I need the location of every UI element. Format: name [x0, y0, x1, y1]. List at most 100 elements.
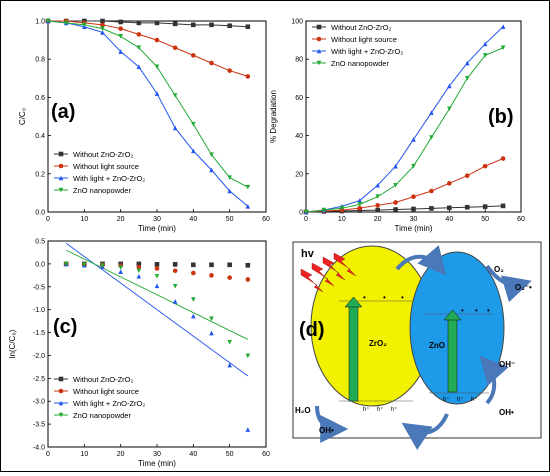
- fit-line: [65, 249, 249, 340]
- data-point: [154, 262, 160, 267]
- data-point: [357, 202, 363, 207]
- data-point: [136, 273, 142, 279]
- x-tick-label: 30: [410, 216, 418, 223]
- data-point: [393, 200, 398, 205]
- zno-label: ZnO: [429, 341, 445, 350]
- data-point: [191, 148, 196, 154]
- series-line: [305, 26, 504, 213]
- data-point: [500, 203, 506, 209]
- data-point: [172, 21, 178, 27]
- y-tick-label: 0: [299, 210, 303, 217]
- data-point: [303, 209, 309, 215]
- panel-d-label: (d): [299, 319, 325, 341]
- data-point: [227, 68, 232, 73]
- data-point: [209, 330, 214, 336]
- series-line: [47, 20, 249, 188]
- data-point: [154, 20, 160, 26]
- y-tick-label: -0.5: [33, 284, 45, 291]
- zro2-excitation-arrowhead: [344, 296, 363, 308]
- data-point: [209, 167, 214, 173]
- data-point: [227, 175, 232, 180]
- data-point: [500, 156, 506, 161]
- y-tick-label: 0.0: [35, 210, 45, 217]
- data-point: [154, 273, 160, 279]
- data-point: [136, 261, 142, 267]
- series-line: [48, 20, 248, 28]
- data-point: [172, 93, 178, 98]
- data-point: [118, 26, 123, 31]
- data-point: [191, 53, 196, 58]
- hole-label: h⁺: [377, 406, 384, 413]
- data-point: [191, 297, 196, 302]
- data-point: [227, 23, 232, 29]
- y-tick-label: 80: [295, 57, 303, 64]
- data-point: [209, 316, 214, 322]
- x-tick-label: 50: [226, 451, 234, 458]
- legend-marker: [58, 175, 64, 181]
- data-point: [393, 182, 398, 188]
- x-tick-label: 10: [80, 216, 88, 223]
- data-point: [375, 182, 380, 188]
- data-point: [447, 83, 452, 89]
- data-point: [118, 49, 123, 54]
- data-point: [482, 163, 488, 169]
- legend-label: With light + ZnO-ZrO₂: [73, 174, 145, 183]
- data-point: [118, 269, 123, 274]
- x-tick-label: 60: [517, 216, 525, 223]
- o2-label: O₂: [494, 265, 504, 274]
- data-point: [100, 18, 105, 24]
- zno-excitation-arrow: [447, 318, 458, 393]
- data-point: [321, 207, 327, 213]
- electron-mark: •: [363, 293, 366, 302]
- series-line: [305, 47, 504, 213]
- data-point: [375, 203, 380, 208]
- data-point: [209, 22, 214, 28]
- x-tick-label: 40: [445, 216, 453, 223]
- legend-label: ZnO nanopowder: [73, 411, 131, 420]
- hole-label: h⁺: [457, 396, 464, 403]
- electron-mark: •: [487, 306, 490, 315]
- data-point: [447, 181, 452, 186]
- x-tick-label: 10: [338, 216, 346, 223]
- data-point: [447, 205, 452, 211]
- y-tick-label: 0.0: [35, 261, 45, 268]
- y-axis-label: C/C₀: [18, 108, 27, 125]
- legend-marker: [316, 36, 322, 42]
- data-point: [118, 265, 123, 270]
- panel-a-chart: 0 10 20 30 40 50 60 0.0 0.2 0.4 0.6 0.8 1.0 Time (min…: [18, 19, 270, 234]
- legend-marker: [58, 388, 64, 394]
- x-tick-label: 60: [262, 451, 270, 458]
- data-point: [118, 33, 123, 39]
- data-point: [136, 64, 142, 70]
- data-point: [464, 204, 470, 210]
- y-tick-label: -1.5: [33, 330, 45, 337]
- panel-label: (a): [51, 101, 75, 123]
- data-point: [136, 32, 142, 37]
- legend-marker: [58, 400, 64, 406]
- data-point: [411, 137, 416, 142]
- hydroxyl-radical-label-left: OH•: [319, 426, 334, 435]
- data-point: [227, 339, 232, 345]
- data-point: [429, 206, 434, 211]
- data-point: [227, 262, 232, 268]
- x-axis-label: Time (min): [138, 224, 176, 233]
- electron-mark: •: [475, 306, 478, 315]
- legend-marker: [58, 376, 64, 382]
- y-tick-label: -2.0: [33, 353, 45, 360]
- data-point: [172, 262, 178, 267]
- data-point: [411, 206, 416, 212]
- data-point: [45, 18, 51, 24]
- y-tick-label: 40: [295, 133, 303, 140]
- data-point: [154, 37, 160, 43]
- electron-mark: •: [401, 293, 404, 302]
- electron-transfer-arrow: [395, 245, 447, 276]
- electron-mark: •: [383, 293, 386, 302]
- data-point: [500, 24, 506, 30]
- panel-label: (c): [53, 316, 77, 338]
- legend-marker: [316, 48, 322, 54]
- y-tick-label: 0.4: [35, 133, 45, 140]
- data-point: [63, 20, 69, 26]
- x-tick-label: 50: [226, 216, 234, 223]
- superoxide-arrow: [485, 264, 532, 303]
- data-point: [375, 207, 380, 213]
